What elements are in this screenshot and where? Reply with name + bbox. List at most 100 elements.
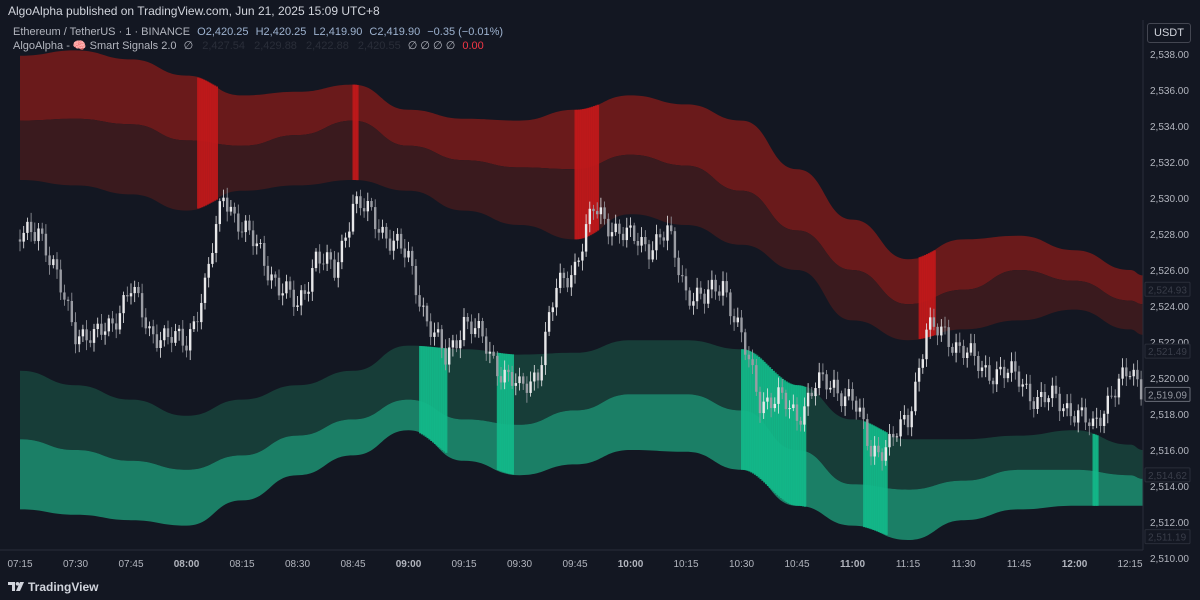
bullish-band-inner	[20, 340, 1143, 490]
candle-body	[947, 327, 950, 347]
indicator-name[interactable]: AlgoAlpha - 🧠 Smart Signals 2.0	[13, 40, 177, 52]
candle-body	[481, 320, 484, 337]
candle-body	[307, 291, 310, 294]
candle-body	[392, 240, 395, 251]
bullish-signal-highlight	[500, 353, 503, 472]
candle-body	[966, 352, 969, 359]
bullish-signal-highlight	[744, 349, 748, 471]
candle-body	[581, 251, 584, 261]
bullish-signal-highlight	[787, 382, 790, 504]
bearish-signal-highlight	[202, 79, 206, 207]
candle-body	[695, 287, 699, 302]
candle-body	[288, 281, 292, 290]
candle-body	[692, 301, 695, 306]
price-label: 2,519.09	[1148, 390, 1187, 401]
candle-body	[732, 316, 736, 323]
bullish-signal-highlight	[779, 377, 783, 499]
bullish-signal-highlight	[790, 384, 794, 505]
bullish-signal-highlight	[766, 365, 770, 487]
candle-body	[888, 433, 891, 448]
symbol-name[interactable]: Ethereum / TetherUS · 1 · BINANCE	[13, 26, 191, 38]
price-axis[interactable]	[1143, 20, 1200, 580]
candle-body	[1139, 379, 1143, 400]
time-axis[interactable]	[0, 550, 1200, 580]
bearish-signal-highlight	[585, 108, 588, 237]
candle-body	[814, 388, 817, 397]
candle-body	[303, 290, 307, 294]
bearish-signal-highlight	[352, 84, 355, 180]
candle-body	[318, 251, 321, 264]
candle-body	[499, 376, 503, 383]
candle-body	[758, 391, 762, 414]
candle-body	[699, 287, 702, 294]
candle-body	[29, 221, 33, 233]
bullish-signal-highlight	[768, 367, 772, 488]
bearish-signal-highlight	[580, 109, 583, 239]
candle-body	[906, 414, 910, 428]
candle-body	[810, 392, 813, 397]
price-label-box	[1144, 343, 1191, 359]
candle-body	[448, 347, 451, 365]
y-tick-label: 2,538.00	[1150, 50, 1189, 61]
bullish-signal-highlight	[800, 385, 803, 507]
candle-body	[181, 328, 184, 346]
candle-body	[614, 223, 617, 233]
y-tick-label: 2,534.00	[1150, 122, 1189, 133]
candle-body	[766, 397, 769, 402]
candle-body	[407, 250, 410, 258]
bullish-signal-highlight	[441, 347, 444, 451]
candle-body	[877, 445, 880, 453]
candle-body	[873, 445, 876, 457]
candle-body	[1114, 395, 1117, 398]
candle-body	[703, 293, 706, 304]
candle-body	[999, 366, 1002, 370]
candle-body	[414, 265, 418, 296]
candle-body	[340, 240, 344, 263]
price-label-box	[1144, 386, 1191, 402]
bullish-signal-highlight	[868, 423, 872, 529]
bullish-signal-highlight	[437, 347, 440, 448]
candle-body	[677, 257, 680, 276]
bearish-signal-highlight	[576, 109, 579, 240]
bullish-signal-highlight	[785, 381, 788, 503]
bullish-signal-highlight	[881, 430, 884, 534]
candle-body	[832, 379, 836, 388]
indicator-legend: AlgoAlpha - 🧠 Smart Signals 2.0 ∅ 2,427.…	[13, 39, 503, 53]
candle-body	[159, 340, 162, 349]
bullish-signal-highlight	[509, 354, 513, 475]
bullish-signal-highlight	[435, 347, 439, 446]
bullish-signal-highlight	[874, 426, 877, 531]
price-label: 2,521.49	[1148, 347, 1187, 358]
bullish-signal-highlight	[507, 354, 511, 474]
chart-panel[interactable]: 2,510.00 2,512.00 2,514.00 2,516.00 2,518.00…	[0, 20, 1200, 580]
candle-body	[163, 328, 166, 341]
candle-body	[333, 259, 336, 278]
candle-body	[640, 237, 643, 246]
candle-body	[44, 233, 48, 256]
candle-body	[148, 326, 151, 329]
footer-brand-text: TradingView	[28, 580, 99, 594]
candle-body	[584, 224, 588, 252]
bullish-signal-highlight	[1092, 433, 1095, 506]
candle-body	[370, 201, 373, 208]
candle-body	[633, 225, 636, 242]
currency-button[interactable]: USDT	[1147, 23, 1191, 43]
x-tick-label: 07:30	[63, 559, 88, 570]
candle-body	[233, 206, 236, 214]
x-tick-label: 09:30	[507, 559, 532, 570]
bullish-signal-highlight	[789, 383, 792, 505]
candle-body	[52, 259, 55, 266]
candle-body	[362, 208, 366, 212]
candle-body	[1051, 385, 1054, 399]
footer-brand[interactable]: TradingView	[8, 580, 98, 594]
candle-body	[744, 332, 747, 355]
candle-body	[251, 230, 255, 247]
candle-body	[111, 318, 114, 324]
candle-body	[1073, 416, 1076, 423]
candle-body	[274, 274, 277, 278]
bullish-signal-highlight	[796, 385, 799, 506]
bearish-signal-highlight	[204, 80, 207, 206]
indicator-value: 2,429.88	[254, 40, 297, 52]
price-chart[interactable]: 2,510.00 2,512.00 2,514.00 2,516.00 2,518.00…	[0, 20, 1200, 580]
candle-body	[1025, 383, 1028, 385]
